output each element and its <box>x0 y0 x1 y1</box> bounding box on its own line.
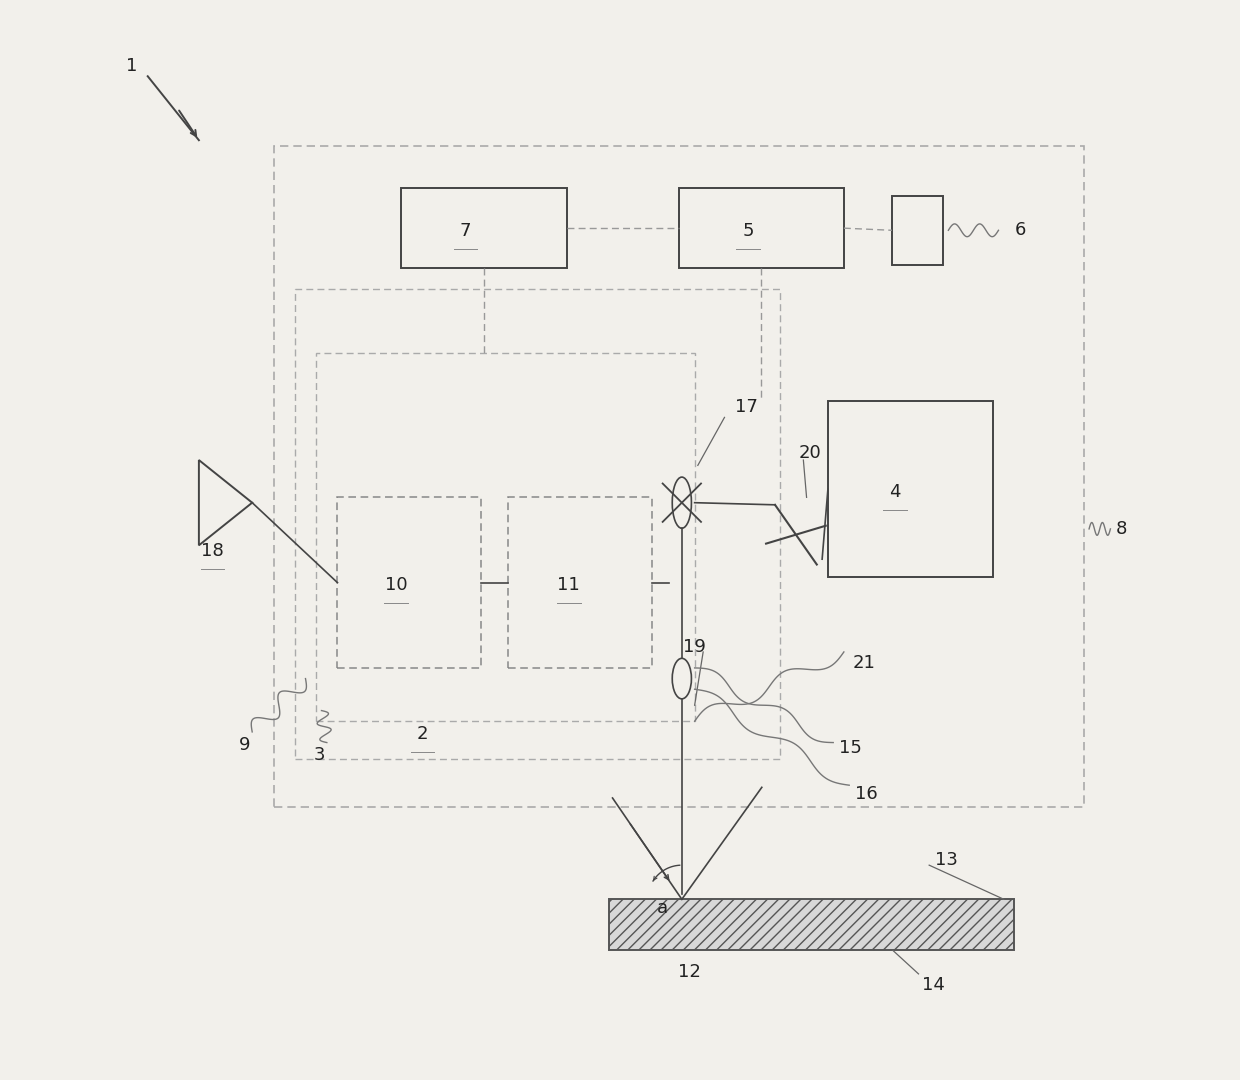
Text: 4: 4 <box>889 483 900 501</box>
Bar <box>508 498 652 667</box>
Text: 15: 15 <box>838 739 862 757</box>
Text: 9: 9 <box>239 735 250 754</box>
Bar <box>892 195 944 265</box>
Text: 16: 16 <box>854 785 877 802</box>
Text: 6: 6 <box>1014 221 1025 240</box>
Text: 8: 8 <box>1116 519 1127 538</box>
Text: 3: 3 <box>314 746 325 765</box>
Text: 14: 14 <box>921 975 945 994</box>
Text: 17: 17 <box>735 397 758 416</box>
Text: 13: 13 <box>935 851 957 868</box>
Text: 20: 20 <box>799 444 822 461</box>
Text: 11: 11 <box>558 576 580 594</box>
Bar <box>828 402 993 578</box>
Text: 12: 12 <box>678 962 701 981</box>
Text: 18: 18 <box>201 542 224 559</box>
Bar <box>274 146 1084 807</box>
Text: 5: 5 <box>743 221 754 240</box>
Text: 21: 21 <box>852 653 875 672</box>
Bar <box>316 353 694 721</box>
Bar <box>337 498 481 667</box>
Bar <box>609 900 1014 950</box>
Text: 2: 2 <box>417 725 429 743</box>
Text: 7: 7 <box>460 221 471 240</box>
Text: 10: 10 <box>384 576 408 594</box>
Bar <box>402 188 567 268</box>
Text: a: a <box>657 899 668 917</box>
Text: 1: 1 <box>126 56 138 75</box>
Bar <box>295 289 780 758</box>
Bar <box>678 188 844 268</box>
Text: 19: 19 <box>683 637 706 656</box>
